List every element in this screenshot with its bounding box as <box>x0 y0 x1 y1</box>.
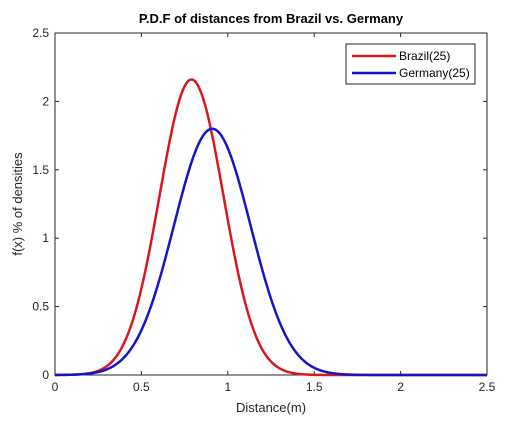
y-axis-label: f(x) % of densities <box>10 152 25 256</box>
y-tick-label: 2.5 <box>32 26 49 40</box>
y-tick-label: 0 <box>42 368 49 382</box>
x-axis-label: Distance(m) <box>236 400 306 415</box>
x-tick-label: 0.5 <box>133 380 150 394</box>
legend: Brazil(25) Germany(25) <box>345 43 476 85</box>
x-tick-label: 2.5 <box>479 380 496 394</box>
plot-area <box>54 32 488 376</box>
y-tick-label: 2 <box>42 94 49 108</box>
x-axis-ticks: 0 0.5 1 1.5 2 2.5 <box>52 33 496 394</box>
legend-box <box>345 43 476 85</box>
legend-label-brazil: Brazil(25) <box>399 49 450 63</box>
x-tick-label: 2 <box>397 380 404 394</box>
x-tick-label: 0 <box>52 380 59 394</box>
chart-title: P.D.F of distances from Brazil vs. Germa… <box>139 11 404 26</box>
series-line-germany <box>54 127 488 377</box>
y-tick-label: 1 <box>42 231 49 245</box>
y-tick-label: 0.5 <box>32 300 49 314</box>
x-tick-label: 1 <box>224 380 231 394</box>
legend-label-germany: Germany(25) <box>399 66 470 80</box>
x-tick-label: 1.5 <box>306 380 323 394</box>
series-lines <box>54 78 488 377</box>
y-tick-label: 1.5 <box>32 163 49 177</box>
